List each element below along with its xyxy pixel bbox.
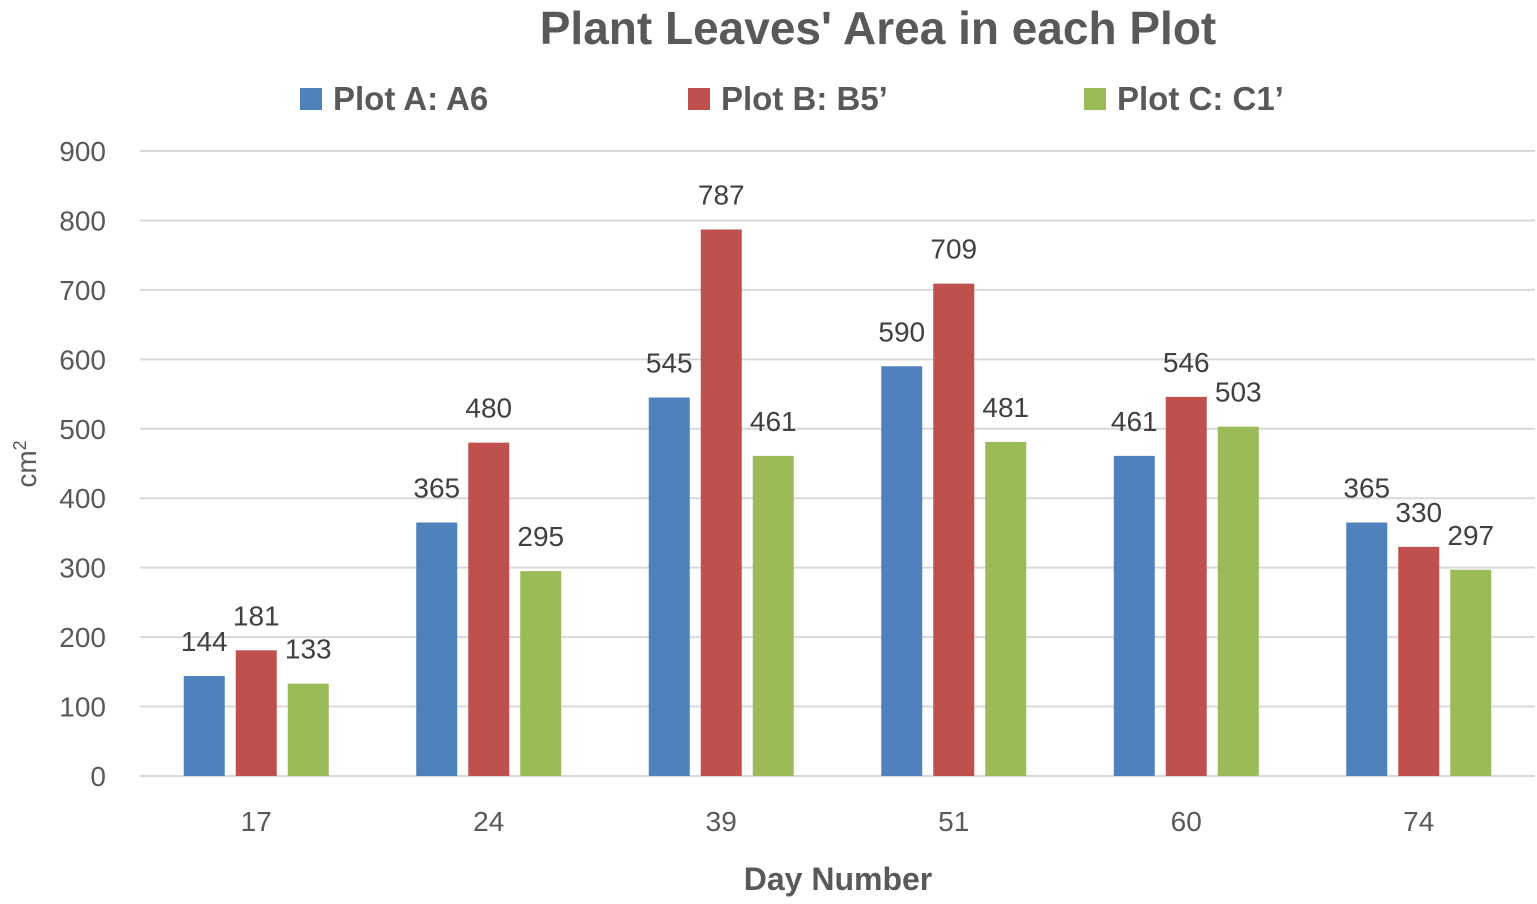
bar: [985, 441, 1027, 776]
data-label: 365: [413, 473, 460, 504]
y-tick-label: 400: [59, 483, 106, 514]
x-tick-label: 60: [1171, 806, 1202, 837]
x-tick-label: 51: [938, 806, 969, 837]
data-label: 297: [1447, 520, 1494, 551]
data-label: 330: [1395, 497, 1442, 528]
y-tick-label: 200: [59, 622, 106, 653]
x-axis-ticks: 17 24 39 51 60 74: [241, 806, 1435, 837]
data-label: 461: [750, 406, 797, 437]
bar: [287, 683, 329, 776]
bar: [752, 455, 794, 776]
bar: [416, 522, 458, 776]
bar: [1165, 396, 1207, 776]
y-tick-label: 500: [59, 414, 106, 445]
x-tick-label: 39: [706, 806, 737, 837]
data-label: 133: [285, 634, 332, 665]
bar: [1217, 426, 1259, 776]
legend-swatch: [300, 88, 322, 110]
y-axis-ticks: 0 100 200 300 400 500 600 700 800 900: [59, 136, 106, 792]
data-label: 365: [1343, 473, 1390, 504]
data-label: 144: [181, 626, 228, 657]
bar: [1346, 522, 1388, 776]
y-axis-title-superscript: 2: [10, 440, 30, 450]
y-axis-title-base: cm: [11, 450, 42, 487]
data-label: 480: [465, 393, 512, 424]
data-label: 481: [982, 392, 1029, 423]
data-label: 709: [930, 234, 977, 265]
y-tick-label: 300: [59, 553, 106, 584]
data-label: 590: [878, 316, 925, 347]
bar: [520, 571, 562, 776]
legend-label: Plot B: B5’: [721, 80, 888, 117]
data-label: 503: [1215, 377, 1262, 408]
y-tick-label: 800: [59, 205, 106, 236]
legend-swatch: [688, 88, 710, 110]
bar: [700, 229, 742, 776]
data-label: 181: [233, 600, 280, 631]
gridlines: [140, 150, 1535, 777]
y-tick-label: 100: [59, 692, 106, 723]
legend: Plot A: A6 Plot B: B5’ Plot C: C1’: [300, 80, 1284, 117]
x-tick-label: 74: [1403, 806, 1434, 837]
y-axis-title: cm2: [10, 440, 42, 487]
y-tick-label: 600: [59, 344, 106, 375]
bar: [933, 283, 975, 776]
bar: [235, 650, 277, 776]
bar: [468, 442, 510, 776]
data-label: 546: [1163, 347, 1210, 378]
x-tick-label: 24: [473, 806, 504, 837]
x-axis-title: Day Number: [744, 861, 933, 897]
bars: [183, 229, 1492, 776]
bar: [648, 397, 690, 776]
bar: [1450, 569, 1492, 776]
bar: [1398, 546, 1440, 776]
y-tick-label: 700: [59, 275, 106, 306]
bar: [881, 366, 923, 776]
data-label: 461: [1111, 406, 1158, 437]
data-label: 295: [517, 521, 564, 552]
chart-title: Plant Leaves' Area in each Plot: [540, 2, 1217, 54]
bar: [183, 676, 225, 776]
data-label: 545: [646, 348, 693, 379]
y-tick-label: 900: [59, 136, 106, 167]
x-tick-label: 17: [241, 806, 272, 837]
y-tick-label: 0: [90, 761, 106, 792]
data-label: 787: [698, 179, 745, 210]
bar: [1113, 455, 1155, 776]
legend-swatch: [1084, 88, 1106, 110]
legend-label: Plot C: C1’: [1117, 80, 1284, 117]
legend-label: Plot A: A6: [333, 80, 488, 117]
